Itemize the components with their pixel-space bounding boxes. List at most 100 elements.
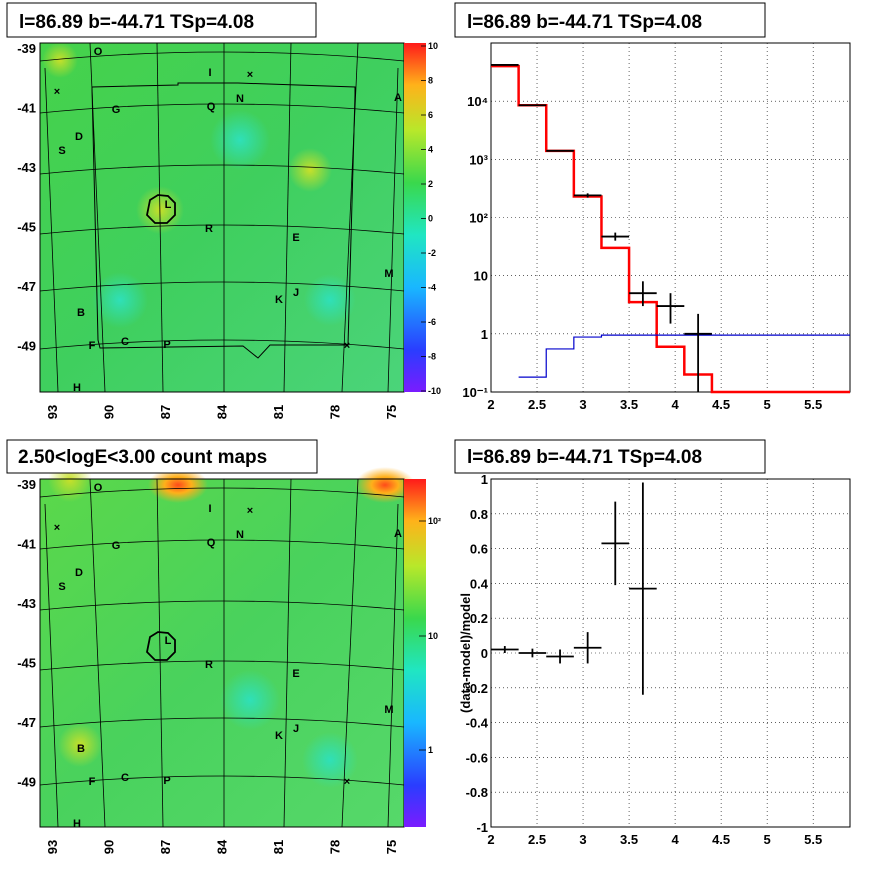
latitude-line: [39, 539, 405, 550]
y-tick-label: 10⁴: [467, 94, 488, 109]
source-label-e: E: [292, 668, 299, 680]
source-label-b: B: [77, 743, 85, 755]
longitude-line: [89, 478, 106, 828]
source-label-o: O: [94, 482, 103, 494]
x-tick-label: 2: [487, 832, 494, 847]
source-label-a: A: [394, 92, 402, 104]
x-tick-label: 5: [764, 832, 771, 847]
x-tick-label: 4: [671, 832, 679, 847]
y-tick-label: -0.2: [466, 681, 488, 696]
x-tick-label: 3.5: [620, 832, 638, 847]
colorbar-tick: 2: [428, 179, 433, 189]
colorbar-tick: -4: [428, 283, 436, 293]
y-tick-label: 10⁻¹: [462, 385, 488, 400]
source-cross-marker: ×: [247, 505, 253, 517]
source-label-b: B: [77, 307, 85, 319]
source-label-o: O: [94, 46, 103, 58]
x-tick-label: 5.5: [804, 397, 822, 412]
y-tick-label: 10²: [469, 211, 488, 226]
latitude-line: [39, 487, 405, 498]
longitude-line: [283, 42, 292, 393]
map-x-tick-labels: 93 90 87 84 81 78 75: [45, 839, 399, 854]
latitude-line: [39, 224, 405, 235]
map-blob: [42, 42, 78, 78]
x-tick-label: 3.5: [620, 397, 638, 412]
map-x-tick: 87: [158, 405, 173, 419]
map-y-tick-labels: -39 -41 -43 -45 -47 -49: [17, 41, 36, 354]
map-x-tick: 90: [102, 405, 117, 419]
longitude-line: [283, 478, 292, 828]
map-y-tick: -49: [17, 339, 36, 354]
coordinate-grid: [39, 478, 405, 828]
map-x-tick: 84: [215, 839, 230, 854]
x-tick-label: 4.5: [712, 832, 730, 847]
colorbar-tick: 1: [428, 745, 433, 755]
source-label-r: R: [205, 223, 213, 235]
colorbar-tick: 4: [428, 145, 433, 155]
source-label-n: N: [236, 529, 244, 541]
longitude-line: [156, 478, 164, 828]
longitude-line: [387, 67, 399, 393]
y-tick-label: 10: [474, 269, 488, 284]
residual-points: [491, 482, 657, 695]
coordinate-grid: [39, 42, 405, 393]
y-tick-label: 1: [481, 472, 488, 487]
map-x-tick: 81: [271, 405, 286, 419]
colorbar-tick: -8: [428, 352, 436, 362]
spectrum-panel: 2 2.5 3 3.5 4 4.5 5 5.5 10⁻¹ 1 10 10² 10³ 10⁴: [462, 42, 851, 412]
latitude-line: [39, 339, 405, 350]
source-label-k: K: [275, 294, 283, 306]
map-x-tick: 84: [215, 404, 230, 419]
colorbar: [404, 479, 426, 827]
source-label-h: H: [73, 382, 81, 394]
map-y-tick: -43: [17, 160, 36, 175]
source-label-m: M: [384, 704, 393, 716]
source-label-r: R: [205, 659, 213, 671]
source-label-g: G: [112, 104, 121, 116]
x-tick-label: 5.5: [804, 832, 822, 847]
source-label-p: P: [163, 339, 170, 351]
y-tick-label: 0.6: [470, 542, 488, 557]
colorbar: [404, 43, 426, 392]
source-label-j: J: [293, 287, 299, 299]
model-source-line: [518, 334, 850, 378]
colorbar-tick-labels: 10² 10 1: [419, 516, 441, 755]
source-label-c: C: [121, 336, 129, 348]
title-box-bottom-left: 2.50<logE<3.00 count maps: [6, 439, 318, 474]
colorbar-tick: 10: [428, 631, 438, 641]
latitude-line: [39, 600, 405, 611]
latitude-line: [39, 281, 405, 292]
source-label-m: M: [384, 268, 393, 280]
title-box-top-left: l=86.89 b=-44.71 TSp=4.08: [6, 2, 317, 38]
count-map-panel: O I N A G Q DS L R E M KJ B F C P H × × × -39 -41 -43 -45 -47 -4…: [17, 458, 441, 854]
longitude-line: [44, 67, 59, 393]
latitude-line: [39, 775, 405, 786]
map-y-tick: -47: [17, 279, 36, 294]
x-tick-label: 4: [671, 397, 679, 412]
source-label-k: K: [275, 730, 283, 742]
source-label-h: H: [73, 818, 81, 830]
source-label-f: F: [89, 340, 96, 352]
y-tick-label: 0.4: [470, 576, 489, 591]
map-x-tick-labels: 93 90 87 84 81 78 75: [45, 404, 399, 419]
source-label-p: P: [163, 775, 170, 787]
source-labels: O I N A G Q DS L R E M KJ B F C P H × × ×: [54, 46, 402, 394]
map-y-tick: -41: [17, 101, 36, 116]
hot-region: [148, 467, 208, 503]
map-x-tick: 93: [45, 840, 60, 854]
map-x-tick: 75: [384, 405, 399, 419]
source-label-j: J: [293, 723, 299, 735]
spectrum-frame: [490, 42, 851, 393]
colorbar-tick-labels: 10 8 6 4 2 0 -2 -4 -6 -8 -10: [421, 41, 441, 396]
target-circle: [146, 631, 176, 661]
source-label-s: S: [58, 145, 65, 157]
latitude-line: [39, 717, 405, 728]
model-total-line: [491, 64, 850, 394]
source-label-n: N: [236, 93, 244, 105]
title-box-top-right: l=86.89 b=-44.71 TSp=4.08: [454, 2, 766, 38]
source-labels: O I N A G Q DS L R E M KJ B F C P H × × ×: [54, 482, 402, 830]
source-label-l: L: [165, 199, 172, 211]
source-label-a: A: [394, 528, 402, 540]
residual-x-tick-labels: 2 2.5 3 3.5 4 4.5 5 5.5: [487, 832, 822, 847]
